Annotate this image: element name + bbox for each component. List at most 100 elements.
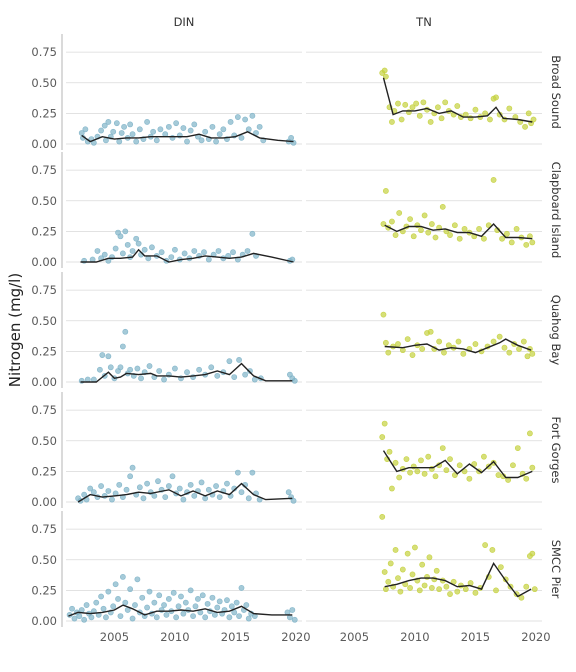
x-tick-label-tn-0: 2005 [340, 630, 369, 644]
data-point [129, 248, 136, 254]
data-point [443, 583, 450, 590]
data-point [504, 230, 510, 237]
data-point [451, 472, 458, 478]
data-point [140, 495, 147, 502]
data-point [180, 610, 187, 617]
data-point [407, 585, 413, 591]
data-point [112, 581, 119, 588]
y-tick-label-1: 0.25 [31, 344, 57, 358]
data-point [514, 445, 521, 451]
data-point [397, 588, 404, 595]
data-point [454, 588, 461, 595]
data-point [214, 372, 221, 379]
data-point [100, 605, 107, 612]
data-point [163, 611, 170, 618]
panel-fort-gorges-tn [306, 409, 542, 503]
y-tick-label-0: 0.00 [31, 255, 57, 269]
column-label-din: DIN [174, 15, 195, 29]
data-point [419, 346, 426, 352]
data-point [187, 127, 194, 134]
data-point [144, 119, 150, 125]
data-point [428, 585, 435, 591]
data-point [493, 587, 499, 594]
data-point [436, 338, 443, 345]
y-tick-label-1: 0.25 [31, 583, 57, 597]
data-point [399, 566, 406, 573]
data-point [472, 341, 479, 347]
data-point [531, 586, 538, 593]
data-point [513, 226, 520, 232]
data-point [421, 582, 428, 589]
data-point [216, 494, 223, 500]
data-point [244, 248, 251, 254]
data-point [382, 73, 389, 80]
data-point [404, 550, 411, 557]
data-point [382, 586, 389, 593]
data-point [133, 138, 140, 145]
data-point [529, 550, 536, 557]
x-tick-label-din-3: 2020 [281, 630, 310, 644]
data-point [90, 489, 97, 496]
data-point [409, 104, 416, 111]
data-point [129, 464, 136, 471]
data-point [184, 138, 190, 145]
data-point [441, 349, 447, 356]
data-point [127, 366, 134, 373]
data-point [456, 235, 463, 242]
data-point [172, 246, 178, 253]
data-point [392, 547, 399, 553]
y-tick-label-3: 0.75 [31, 283, 57, 297]
data-point [88, 614, 95, 621]
data-point [129, 131, 136, 138]
data-point [198, 479, 205, 486]
data-point [144, 480, 150, 487]
data-point [127, 586, 134, 593]
data-point [134, 576, 141, 583]
data-point [435, 104, 441, 111]
data-point [381, 420, 388, 427]
data-point [386, 448, 393, 455]
data-point [436, 586, 443, 593]
data-point [83, 602, 90, 608]
data-point [98, 483, 104, 489]
data-point [202, 128, 209, 135]
data-point [191, 492, 198, 499]
y-tick-label-2: 0.50 [31, 314, 57, 328]
data-point [98, 127, 104, 134]
data-point [427, 328, 434, 335]
data-point [110, 603, 117, 610]
data-point [496, 333, 503, 340]
data-point [133, 235, 140, 242]
data-point [380, 311, 387, 318]
data-point [419, 561, 426, 568]
data-point [213, 483, 219, 489]
data-point [288, 134, 295, 141]
data-point [385, 349, 392, 356]
data-point [105, 119, 112, 125]
data-point [461, 226, 468, 232]
data-point [109, 496, 115, 503]
data-point [238, 134, 245, 141]
y-tick-label-0: 0.00 [31, 137, 57, 151]
data-point [412, 544, 418, 551]
data-point [204, 600, 211, 607]
y-tick-label-1: 0.25 [31, 224, 57, 238]
data-point [472, 589, 479, 596]
data-point [395, 575, 401, 582]
data-point [523, 475, 530, 482]
data-point [165, 596, 172, 602]
data-point [144, 604, 150, 611]
trend-line [384, 222, 533, 240]
x-tick-label-din-1: 2010 [160, 630, 189, 644]
panel-quahog-bay-din: 0.00 0.25 0.50 0.75 [31, 272, 302, 389]
data-point [122, 328, 129, 335]
data-point [155, 478, 161, 485]
data-point [242, 116, 249, 123]
data-point [389, 485, 395, 492]
data-point [487, 116, 493, 123]
data-point [485, 222, 492, 229]
data-point [135, 240, 142, 247]
data-point [158, 249, 165, 256]
data-point [209, 594, 216, 601]
